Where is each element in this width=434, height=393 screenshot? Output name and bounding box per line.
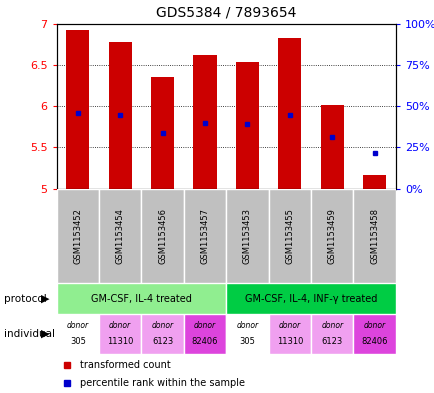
Text: 82406: 82406 — [191, 338, 218, 346]
FancyBboxPatch shape — [226, 189, 268, 283]
Text: GSM1153453: GSM1153453 — [242, 208, 251, 264]
Bar — [277, 38, 301, 189]
Text: 11310: 11310 — [276, 338, 302, 346]
Text: 6123: 6123 — [151, 338, 173, 346]
FancyBboxPatch shape — [268, 189, 310, 283]
Text: 82406: 82406 — [361, 338, 387, 346]
Text: GSM1153454: GSM1153454 — [115, 208, 125, 264]
Text: ▶: ▶ — [41, 294, 50, 304]
FancyBboxPatch shape — [141, 189, 183, 283]
Text: GSM1153459: GSM1153459 — [327, 208, 336, 264]
FancyBboxPatch shape — [56, 283, 226, 314]
Bar — [151, 77, 174, 189]
Text: GM-CSF, IL-4 treated: GM-CSF, IL-4 treated — [91, 294, 191, 304]
FancyBboxPatch shape — [56, 189, 99, 283]
FancyBboxPatch shape — [310, 189, 353, 283]
Text: donor: donor — [66, 321, 89, 330]
Text: donor: donor — [278, 321, 300, 330]
Text: GM-CSF, IL-4, INF-γ treated: GM-CSF, IL-4, INF-γ treated — [244, 294, 376, 304]
Text: donor: donor — [194, 321, 216, 330]
FancyBboxPatch shape — [226, 314, 268, 354]
Bar — [362, 175, 385, 189]
Text: donor: donor — [320, 321, 342, 330]
FancyBboxPatch shape — [56, 314, 99, 354]
Bar — [193, 55, 216, 189]
FancyBboxPatch shape — [353, 189, 395, 283]
Bar — [320, 105, 343, 189]
Text: percentile rank within the sample: percentile rank within the sample — [80, 378, 245, 388]
Text: GSM1153457: GSM1153457 — [200, 208, 209, 264]
FancyBboxPatch shape — [183, 189, 226, 283]
Text: 6123: 6123 — [321, 338, 342, 346]
Text: donor: donor — [236, 321, 258, 330]
Text: donor: donor — [151, 321, 173, 330]
Text: 305: 305 — [70, 338, 85, 346]
Text: donor: donor — [109, 321, 131, 330]
Text: GSM1153458: GSM1153458 — [369, 208, 378, 264]
FancyBboxPatch shape — [353, 314, 395, 354]
FancyBboxPatch shape — [310, 314, 353, 354]
Text: GSM1153452: GSM1153452 — [73, 208, 82, 264]
Text: GSM1153456: GSM1153456 — [158, 208, 167, 264]
Text: GSM1153455: GSM1153455 — [285, 208, 294, 264]
FancyBboxPatch shape — [183, 314, 226, 354]
Text: donor: donor — [363, 321, 385, 330]
FancyBboxPatch shape — [268, 314, 310, 354]
Text: 305: 305 — [239, 338, 255, 346]
Text: individual: individual — [4, 329, 55, 339]
FancyBboxPatch shape — [141, 314, 183, 354]
Bar — [108, 42, 132, 189]
Text: transformed count: transformed count — [80, 360, 171, 370]
Text: ▶: ▶ — [41, 329, 50, 339]
Bar — [235, 62, 259, 189]
FancyBboxPatch shape — [99, 189, 141, 283]
Bar — [66, 30, 89, 189]
Text: 11310: 11310 — [107, 338, 133, 346]
FancyBboxPatch shape — [226, 283, 395, 314]
FancyBboxPatch shape — [99, 314, 141, 354]
Title: GDS5384 / 7893654: GDS5384 / 7893654 — [156, 6, 296, 20]
Text: protocol: protocol — [4, 294, 47, 304]
